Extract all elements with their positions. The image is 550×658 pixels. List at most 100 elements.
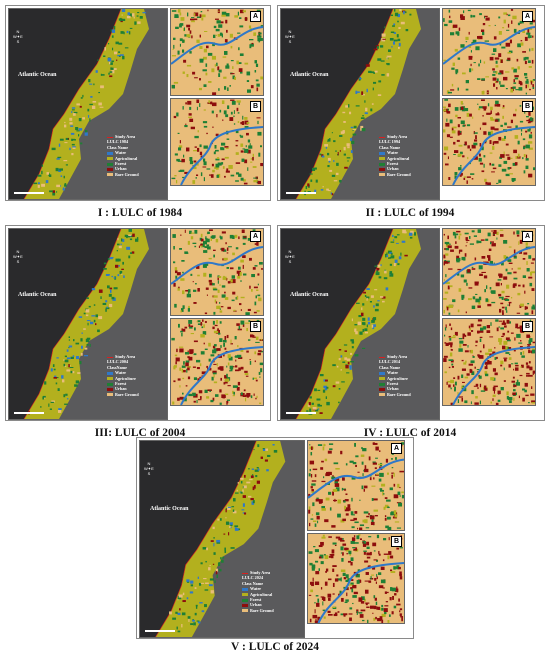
- land-cover-patch: [457, 268, 462, 271]
- land-cover-patch: [309, 408, 312, 412]
- land-cover-patch: [514, 135, 519, 139]
- land-cover-patch: [137, 21, 141, 24]
- land-cover-patch: [216, 62, 218, 66]
- land-cover-patch: [462, 124, 465, 127]
- legend-item: Forest: [242, 597, 274, 602]
- land-cover-patch: [504, 122, 507, 126]
- land-cover-patch: [462, 385, 464, 387]
- land-cover-patch: [372, 317, 377, 321]
- north-arrow-icon: N W✦E S: [285, 29, 295, 44]
- land-cover-patch: [245, 312, 250, 315]
- land-cover-patch: [205, 238, 208, 240]
- land-cover-patch: [510, 88, 514, 93]
- land-cover-patch: [89, 103, 93, 106]
- land-cover-patch: [86, 320, 91, 322]
- land-cover-patch: [516, 379, 519, 383]
- land-cover-patch: [503, 340, 508, 345]
- land-cover-patch: [532, 258, 535, 261]
- land-cover-patch: [314, 474, 317, 478]
- land-cover-patch: [181, 260, 185, 262]
- land-cover-patch: [216, 305, 221, 309]
- land-cover-patch: [213, 311, 216, 315]
- land-cover-patch: [311, 483, 316, 486]
- land-cover-patch: [354, 442, 356, 447]
- land-cover-patch: [232, 394, 235, 397]
- land-cover-patch: [81, 345, 83, 349]
- land-cover-patch: [465, 237, 468, 241]
- land-cover-patch: [113, 277, 116, 279]
- land-cover-patch: [246, 481, 251, 484]
- land-cover-patch: [193, 400, 196, 403]
- land-cover-patch: [523, 57, 526, 61]
- land-cover-patch: [524, 389, 527, 393]
- land-cover-patch: [385, 287, 389, 291]
- land-cover-patch: [227, 506, 232, 508]
- land-cover-patch: [480, 59, 482, 64]
- land-cover-patch: [203, 48, 207, 53]
- land-cover-patch: [353, 517, 357, 521]
- land-cover-patch: [68, 336, 70, 338]
- land-cover-patch: [87, 322, 89, 326]
- land-cover-patch: [245, 145, 247, 148]
- land-cover-patch: [213, 151, 216, 155]
- land-cover-patch: [381, 619, 384, 623]
- water-swatch: [107, 371, 113, 375]
- land-cover-patch: [221, 394, 226, 398]
- land-cover-patch: [502, 332, 505, 336]
- land-cover-patch: [331, 193, 334, 196]
- land-cover-patch: [80, 142, 83, 145]
- land-cover-patch: [365, 603, 368, 606]
- land-cover-patch: [448, 9, 451, 13]
- study-area-label: Study Area: [379, 134, 411, 139]
- land-cover-patch: [309, 618, 312, 623]
- land-cover-patch: [529, 48, 531, 52]
- land-cover-patch: [324, 581, 328, 586]
- land-cover-patch: [184, 125, 188, 128]
- land-cover-patch: [503, 255, 507, 259]
- land-cover-patch: [323, 597, 326, 602]
- river-line: [171, 26, 263, 65]
- land-cover-patch: [391, 46, 393, 48]
- land-cover-patch: [190, 232, 195, 234]
- land-cover-patch: [349, 617, 352, 622]
- land-cover-patch: [41, 183, 45, 187]
- land-cover-patch: [306, 410, 309, 412]
- land-cover-patch: [100, 73, 102, 76]
- land-cover-patch: [248, 468, 250, 470]
- land-cover-patch: [362, 93, 365, 96]
- land-cover-patch: [449, 119, 453, 124]
- land-cover-patch: [193, 18, 198, 21]
- land-cover-patch: [228, 356, 233, 361]
- land-cover-patch: [490, 242, 492, 245]
- land-cover-patch: [219, 109, 222, 113]
- land-cover-patch: [526, 79, 529, 83]
- land-cover-patch: [173, 115, 177, 119]
- land-cover-patch: [242, 489, 244, 493]
- land-cover-patch: [493, 48, 497, 52]
- land-cover-patch: [206, 396, 210, 399]
- land-cover-patch: [500, 124, 503, 127]
- land-cover-patch: [500, 283, 502, 286]
- land-cover-patch: [511, 178, 516, 181]
- land-cover-patch: [346, 372, 350, 374]
- land-cover-patch: [223, 339, 227, 343]
- land-cover-patch: [57, 388, 60, 391]
- land-cover-patch: [508, 173, 513, 175]
- land-cover-patch: [474, 281, 479, 284]
- land-cover-patch: [381, 483, 386, 487]
- land-cover-patch: [110, 289, 112, 293]
- river-line: [317, 561, 404, 623]
- land-cover-patch: [505, 154, 510, 156]
- land-cover-patch: [400, 616, 404, 618]
- land-cover-patch: [335, 487, 340, 492]
- land-cover-patch: [493, 262, 495, 264]
- land-cover-patch: [513, 149, 517, 154]
- land-cover-patch: [212, 283, 215, 286]
- land-cover-patch: [201, 371, 207, 375]
- land-cover-patch: [321, 505, 326, 509]
- land-cover-patch: [375, 581, 377, 584]
- land-cover-patch: [213, 552, 216, 555]
- land-cover-patch: [115, 258, 120, 262]
- land-cover-patch: [130, 252, 132, 254]
- land-cover-patch: [484, 16, 485, 19]
